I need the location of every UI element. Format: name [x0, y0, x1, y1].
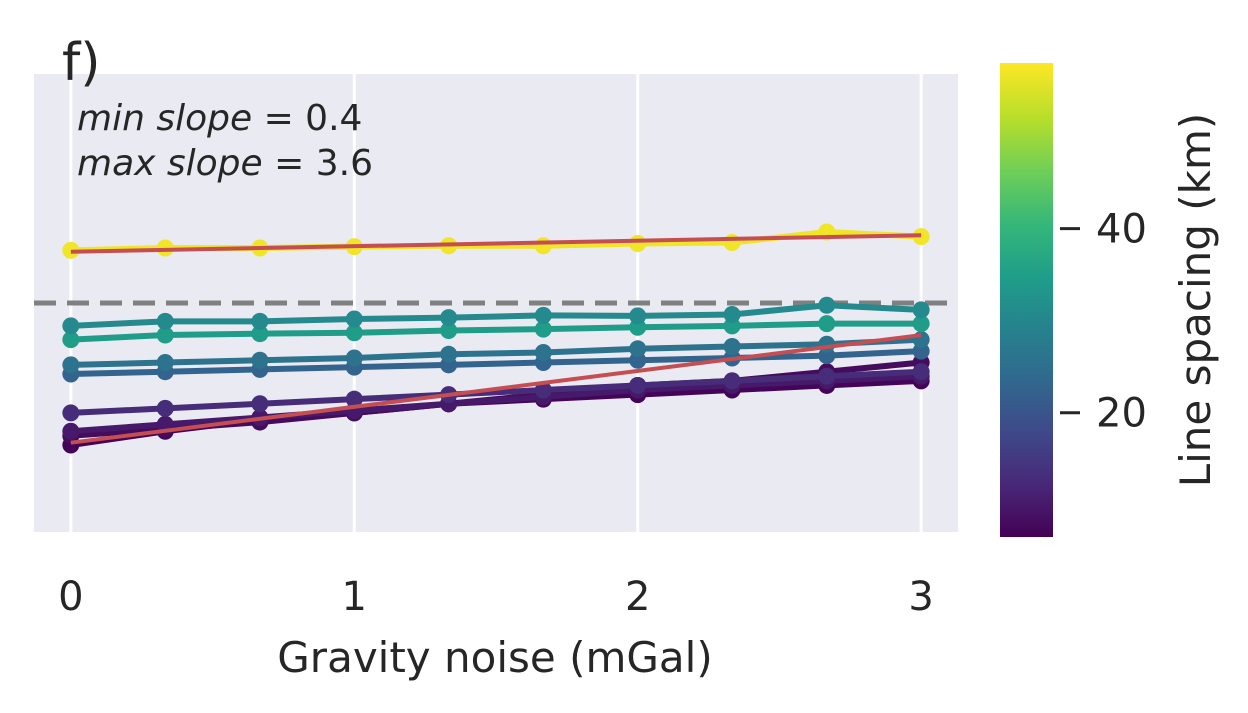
data-point [62, 422, 80, 440]
fit-line-2 [70, 333, 922, 445]
data-point [251, 325, 269, 343]
fit-lines [70, 233, 922, 445]
x-tick-label: 1 [342, 574, 367, 620]
colorbar-tick-label: 40 [1096, 207, 1147, 253]
panel-label: f) [62, 33, 101, 93]
x-axis-label: Gravity noise (mGal) [277, 633, 712, 682]
data-point [345, 349, 363, 367]
series-line [70, 373, 922, 435]
series-line [70, 336, 922, 368]
data-point [723, 234, 741, 252]
x-tick-label: 2 [625, 574, 650, 620]
series-31 [62, 296, 930, 335]
data-point [62, 317, 80, 335]
data-point [912, 331, 930, 349]
data-point [156, 312, 174, 330]
x-tick-labels: 0 1 2 3 [58, 574, 934, 620]
data-point [440, 345, 458, 363]
data-point [629, 376, 647, 394]
data-point [818, 315, 836, 333]
colorbar-tick-label: 20 [1096, 391, 1147, 437]
data-point [251, 351, 269, 369]
data-point [534, 237, 552, 255]
data-point [818, 335, 836, 353]
data-point [912, 363, 930, 381]
data-point [818, 296, 836, 314]
data-point [156, 399, 174, 417]
colorbar [1000, 63, 1053, 537]
min-slope-name: min slope [77, 98, 252, 139]
min-slope-value: = 0.4 [264, 98, 363, 139]
data-point [534, 381, 552, 399]
data-point [251, 312, 269, 330]
data-point [156, 326, 174, 344]
data-point [345, 390, 363, 408]
series-26 [62, 331, 930, 374]
series-line [70, 348, 922, 377]
data-point [534, 320, 552, 338]
data-point [534, 306, 552, 324]
series-13 [62, 363, 930, 422]
data-point [156, 354, 174, 372]
data-point [62, 356, 80, 374]
annotation-min-slope: min slope = 0.4 [77, 98, 362, 139]
series-line [70, 320, 922, 343]
data-point [251, 395, 269, 413]
max-slope-value: = 3.6 [274, 143, 373, 184]
data-point [534, 343, 552, 361]
data-point [62, 404, 80, 422]
max-slope-name: max slope [77, 143, 263, 184]
data-point [912, 301, 930, 319]
data-point [629, 340, 647, 358]
data-point [629, 307, 647, 325]
data-point [345, 310, 363, 328]
series-35 [62, 315, 930, 349]
data-point [440, 321, 458, 339]
data-point [818, 367, 836, 385]
data-point [629, 234, 647, 252]
series-line [70, 368, 922, 416]
data-point [723, 305, 741, 323]
data-point [723, 372, 741, 390]
data-point [62, 331, 80, 349]
x-tick-label: 0 [58, 574, 83, 620]
colorbar-label: Line spacing (km) [1171, 113, 1220, 488]
data-point [723, 338, 741, 356]
series-line [70, 302, 922, 329]
data-point [440, 309, 458, 327]
x-tick-label: 3 [908, 574, 933, 620]
data-point [912, 315, 930, 333]
data-point [345, 324, 363, 342]
annotation-max-slope: max slope = 3.6 [77, 143, 373, 184]
fit-line-1 [70, 233, 922, 254]
